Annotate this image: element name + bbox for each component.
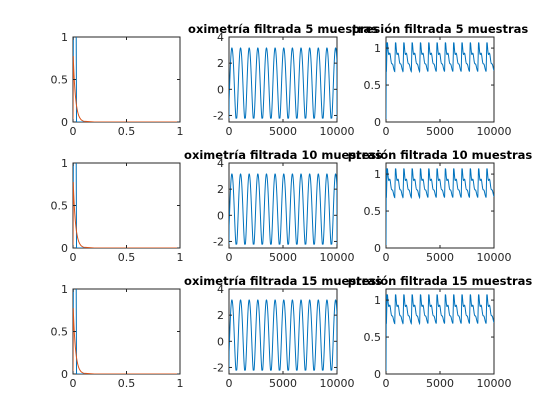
y-tick-label: -2: [213, 235, 224, 248]
y-tick-label: 1: [374, 294, 381, 307]
y-tick-label: 4: [217, 157, 224, 170]
subplot-title: oximetría filtrada 5 muestras: [188, 22, 378, 36]
x-tick-label: 0: [70, 125, 77, 138]
y-tick-label: 4: [217, 283, 224, 296]
subplot-2-3: 0 5000 10000 0 0.5 1 presión filtrada 10 muest…: [348, 148, 533, 264]
x-tick-label: 10000: [320, 125, 355, 138]
y-tick-label: 0: [374, 242, 381, 255]
x-tick-label: 0: [383, 125, 390, 138]
y-tick-label: 4: [217, 31, 224, 44]
subplot-title: presión filtrada 5 muestras: [352, 22, 529, 36]
subplot-title: oximetría filtrada 15 muestras: [184, 274, 382, 288]
y-tick-label: 0: [217, 335, 224, 348]
x-tick-label: 5000: [426, 251, 454, 264]
y-tick-label: 0.5: [51, 326, 69, 339]
subplot-1-1: 0 0.5 1 0 0.5 1: [51, 31, 184, 138]
y-tick-label: 0: [374, 368, 381, 381]
y-tick-label: 1: [374, 42, 381, 55]
y-tick-label: 2: [217, 57, 224, 70]
x-tick-label: 5000: [426, 377, 454, 390]
x-tick-label: 1: [177, 125, 184, 138]
y-tick-label: 0.5: [51, 74, 69, 87]
x-tick-label: 0: [226, 125, 233, 138]
y-tick-label: 1: [374, 168, 381, 181]
plot-frame: [385, 36, 495, 123]
y-tick-label: 0: [374, 116, 381, 129]
plot-frame: [72, 36, 181, 123]
x-tick-label: 10000: [320, 251, 355, 264]
x-tick-label: 10000: [320, 377, 355, 390]
x-tick-label: 0: [226, 377, 233, 390]
x-tick-label: 5000: [269, 377, 297, 390]
plot-frame: [72, 162, 181, 249]
x-tick-label: 0: [383, 251, 390, 264]
y-tick-label: 0: [61, 368, 68, 381]
x-tick-label: 0: [383, 377, 390, 390]
series-line-2: [73, 55, 180, 122]
y-tick-label: 0: [217, 83, 224, 96]
x-tick-label: 5000: [269, 125, 297, 138]
x-tick-label: 0.5: [118, 251, 136, 264]
x-tick-label: 5000: [426, 125, 454, 138]
y-tick-label: -2: [213, 361, 224, 374]
subplot-2-1: 0 0.5 1 0 0.5 1: [51, 157, 184, 264]
subplot-title: oximetría filtrada 10 muestras: [184, 148, 382, 162]
y-tick-label: 0.5: [51, 200, 69, 213]
series-line-1: [229, 173, 337, 245]
plot-frame: [385, 288, 495, 375]
subplot-title: presión filtrada 15 muestras: [348, 274, 533, 288]
y-tick-label: 0.5: [364, 79, 382, 92]
subplot-1-3: 0 5000 10000 0 0.5 1 presión filtrada 5 muestr…: [352, 22, 529, 138]
series-line-1: [386, 168, 494, 248]
x-tick-label: 1: [177, 377, 184, 390]
series-line-1: [386, 294, 494, 374]
x-tick-label: 10000: [477, 377, 512, 390]
x-tick-label: 10000: [477, 125, 512, 138]
y-tick-label: 2: [217, 183, 224, 196]
x-tick-label: 0.5: [118, 377, 136, 390]
series-line-1: [229, 299, 337, 371]
y-tick-label: 1: [61, 283, 68, 296]
x-tick-label: 0: [70, 251, 77, 264]
series-line-1: [229, 47, 337, 119]
y-tick-label: 0: [61, 116, 68, 129]
subplot-3-3: 0 5000 10000 0 0.5 1 presión filtrada 15 muest…: [348, 274, 533, 390]
x-tick-label: 0.5: [118, 125, 136, 138]
plot-frame: [385, 162, 495, 249]
y-tick-label: 0.5: [364, 205, 382, 218]
x-tick-label: 0: [70, 377, 77, 390]
y-tick-label: -2: [213, 109, 224, 122]
y-tick-label: 1: [61, 157, 68, 170]
y-tick-label: 0.5: [364, 331, 382, 344]
series-line-2: [73, 181, 180, 248]
x-tick-label: 5000: [269, 251, 297, 264]
x-tick-label: 10000: [477, 251, 512, 264]
y-tick-label: 0: [61, 242, 68, 255]
y-tick-label: 2: [217, 309, 224, 322]
series-line-2: [73, 307, 180, 374]
subplot-title: presión filtrada 10 muestras: [348, 148, 533, 162]
series-line-1: [386, 42, 494, 122]
x-tick-label: 0: [226, 251, 233, 264]
y-tick-label: 1: [61, 31, 68, 44]
y-tick-label: 0: [217, 209, 224, 222]
plot-frame: [72, 288, 181, 375]
subplot-3-1: 0 0.5 1 0 0.5 1: [51, 283, 184, 390]
x-tick-label: 1: [177, 251, 184, 264]
